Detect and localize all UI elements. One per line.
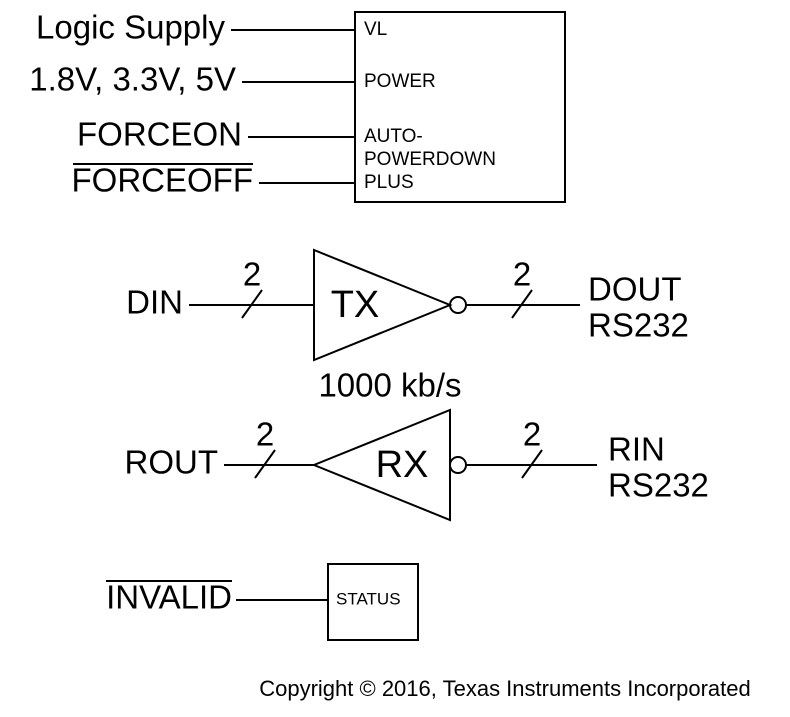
power-box-auto: AUTO- xyxy=(364,126,423,147)
copyright-text: Copyright © 2016, Texas Instruments Inco… xyxy=(259,676,751,701)
tx-rate: 1000 kb/s xyxy=(318,367,461,404)
tx-symbol: TX xyxy=(331,284,380,326)
rx-out2: RS232 xyxy=(608,467,709,504)
rx-stage: ROUT 2 RX 2 RIN RS232 xyxy=(125,410,709,520)
label-forceoff: FORCEOFF xyxy=(72,162,253,199)
rx-bubble-icon xyxy=(450,457,466,473)
label-forceon: FORCEON xyxy=(77,116,242,153)
tx-busleft: 2 xyxy=(243,256,261,293)
tx-din: DIN xyxy=(126,284,183,321)
label-logicsupply: Logic Supply xyxy=(36,9,225,46)
power-box-vl: VL xyxy=(364,19,387,40)
status-stage: INVALID STATUS xyxy=(106,564,418,640)
rx-busright: 2 xyxy=(523,416,541,453)
power-box-power: POWER xyxy=(364,71,436,92)
svg-text:INVALID: INVALID xyxy=(106,579,232,616)
rx-out1: RIN xyxy=(608,431,665,468)
tx-stage: DIN 2 TX 2 DOUT RS232 1000 kb/s xyxy=(126,250,689,404)
label-voltages: 1.8V, 3.3V, 5V xyxy=(29,61,236,98)
rx-rout: ROUT xyxy=(125,444,219,481)
tx-out1: DOUT xyxy=(588,271,682,308)
power-box-pd: POWERDOWN xyxy=(364,149,496,170)
tx-out2: RS232 xyxy=(588,307,689,344)
svg-text:FORCEOFF: FORCEOFF xyxy=(72,162,253,199)
power-box-plus: PLUS xyxy=(364,172,414,193)
status-box-label: STATUS xyxy=(336,589,401,608)
tx-busright: 2 xyxy=(513,256,531,293)
rx-symbol: RX xyxy=(376,444,429,486)
rx-busleft: 2 xyxy=(256,416,274,453)
